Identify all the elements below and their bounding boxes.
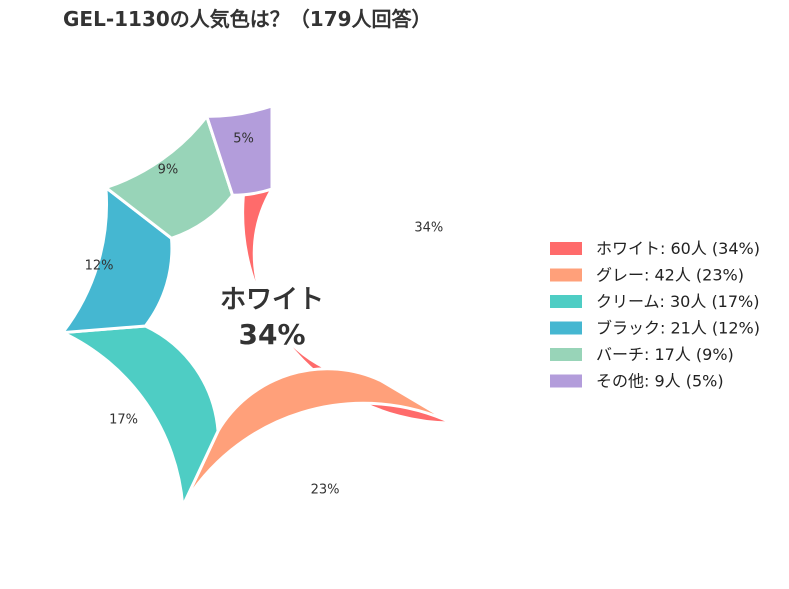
legend-entry-label: ホワイト: 60人 (34%) xyxy=(596,239,760,258)
legend-swatch xyxy=(550,242,582,255)
legend: ホワイト: 60人 (34%) グレー: 42人 (23%) クリーム: 30人 (… xyxy=(550,239,760,391)
donut-slices xyxy=(56,100,459,512)
legend-swatch xyxy=(550,268,582,282)
slice-percent-label: 5% xyxy=(233,132,254,147)
slice-percent-label: 34% xyxy=(414,221,443,236)
slice-percent-label: 12% xyxy=(85,258,114,273)
chart-title: GEL-1130の人気色は？（179人回答） xyxy=(63,7,432,31)
legend-swatch xyxy=(550,295,582,308)
legend-entry-label: クリーム: 30人 (17%) xyxy=(596,292,760,311)
donut-slice xyxy=(204,103,274,197)
slice-percent-label: 23% xyxy=(311,483,340,498)
center-category-label: ホワイト xyxy=(220,285,324,315)
legend-entry-label: その他: 9人 (5%) xyxy=(596,372,724,391)
legend-entry-label: バーチ: 17人 (9%) xyxy=(596,345,734,364)
donut-slice xyxy=(56,324,220,512)
legend-entry-label: ブラック: 21人 (12%) xyxy=(596,319,760,338)
slice-percent-label: 17% xyxy=(109,413,138,428)
legend-swatch xyxy=(550,321,582,335)
slice-percent-label: 9% xyxy=(158,162,179,177)
legend-swatch xyxy=(550,348,582,361)
percent-labels: 34% 23% 17% 12% 9% 5% xyxy=(85,132,444,498)
center-percent-value: 34% xyxy=(238,318,305,351)
legend-swatch xyxy=(550,374,582,388)
legend-entry-label: グレー: 42人 (23%) xyxy=(596,266,744,285)
